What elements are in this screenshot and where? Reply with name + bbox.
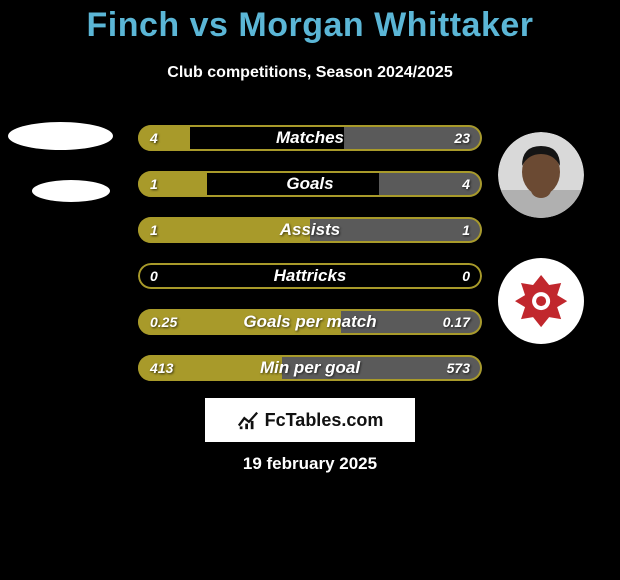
generation-date: 19 february 2025 [0,454,620,474]
comparison-bars: Matches423Goals14Assists11Hattricks00Goa… [138,125,482,401]
stat-bar: Goals1 4 [138,171,482,197]
right-player-avatar-image [498,132,584,218]
stat-bar-left-value: 413 [150,355,173,381]
club-crest-emblem [511,271,571,331]
stat-bar-label: Goals per match [138,309,482,335]
stat-bar-left-value: 0 [150,263,158,289]
stat-bar-label: Matches [138,125,482,151]
stat-bar-left-value: 4 [150,125,158,151]
page-title: Finch vs Morgan Whittaker [0,6,620,45]
stat-bar-right-value: 4 [462,171,470,197]
title-text: Finch vs Morgan Whittaker [87,6,534,44]
stat-bar-right-value: 1 [462,217,470,243]
stat-bar-right-value: 0 [462,263,470,289]
stat-bar-left-value: 1 [150,171,158,197]
fctables-badge: FcTables.com [205,398,415,442]
right-player-avatar [498,132,584,218]
stat-bar: Matches4 23 [138,125,482,151]
stat-bar: Goals per match0.25 0.17 [138,309,482,335]
left-player-club-placeholder [32,180,110,202]
stat-bar: Min per goal413 573 [138,355,482,381]
stat-bar-left-value: 0.25 [150,309,177,335]
fctables-text: FcTables.com [265,410,384,431]
comparison-canvas: Finch vs Morgan Whittaker Club competiti… [0,0,620,580]
left-player-avatar-placeholder-1 [8,122,113,150]
stat-bar-left-value: 1 [150,217,158,243]
stat-bar-right-value: 23 [454,125,470,151]
stat-bar-right-value: 573 [447,355,470,381]
date-text: 19 february 2025 [243,454,377,473]
subtitle-text: Club competitions, Season 2024/2025 [167,64,452,81]
stat-bar: Hattricks0 0 [138,263,482,289]
stat-bar-right-value: 0.17 [443,309,470,335]
stat-bar-label: Assists [138,217,482,243]
stat-bar-label: Goals [138,171,482,197]
stat-bar: Assists1 1 [138,217,482,243]
stat-bar-label: Min per goal [138,355,482,381]
fctables-icon [237,409,259,431]
right-player-club-crest [498,258,584,344]
page-subtitle: Club competitions, Season 2024/2025 [0,64,620,82]
stat-bar-label: Hattricks [138,263,482,289]
